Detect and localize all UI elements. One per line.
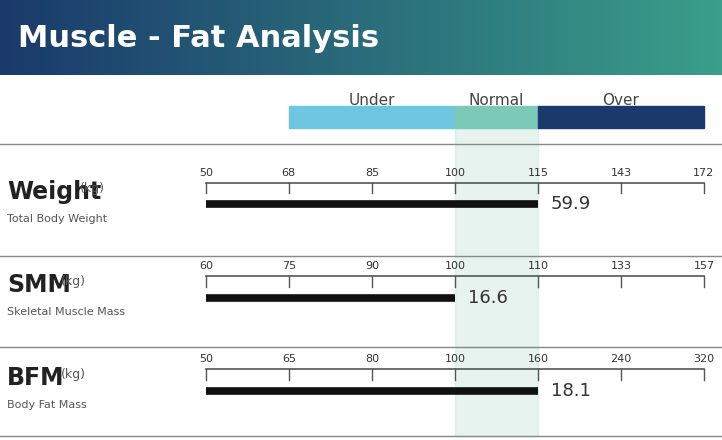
Text: 100: 100 bbox=[444, 168, 466, 178]
Text: Total Body Weight: Total Body Weight bbox=[7, 214, 108, 224]
Text: 18.1: 18.1 bbox=[551, 381, 591, 400]
Text: SMM: SMM bbox=[7, 273, 71, 297]
Text: 16.6: 16.6 bbox=[468, 289, 508, 307]
Text: Weight: Weight bbox=[7, 180, 102, 204]
Bar bbox=[455, 128, 538, 436]
Text: 68: 68 bbox=[282, 168, 296, 178]
Text: 172: 172 bbox=[693, 168, 715, 178]
Text: 160: 160 bbox=[527, 354, 549, 364]
Text: Under: Under bbox=[349, 93, 395, 108]
Text: Normal: Normal bbox=[469, 93, 524, 108]
Text: 133: 133 bbox=[610, 261, 632, 271]
Text: Body Fat Mass: Body Fat Mass bbox=[7, 400, 87, 411]
Bar bbox=[455, 106, 538, 128]
Text: (kg): (kg) bbox=[79, 182, 105, 194]
Bar bbox=[289, 106, 455, 128]
Text: Skeletal Muscle Mass: Skeletal Muscle Mass bbox=[7, 307, 126, 317]
Text: 65: 65 bbox=[282, 354, 296, 364]
Text: 50: 50 bbox=[199, 354, 213, 364]
Text: 157: 157 bbox=[693, 261, 715, 271]
Text: 59.9: 59.9 bbox=[551, 195, 591, 213]
Text: 110: 110 bbox=[527, 261, 549, 271]
Text: Over: Over bbox=[602, 93, 640, 108]
Text: 80: 80 bbox=[365, 354, 379, 364]
Text: 320: 320 bbox=[693, 354, 715, 364]
Text: 100: 100 bbox=[444, 354, 466, 364]
Text: 75: 75 bbox=[282, 261, 296, 271]
Bar bbox=[538, 106, 704, 128]
Text: BFM: BFM bbox=[7, 366, 65, 390]
Text: 100: 100 bbox=[444, 261, 466, 271]
Text: (kg): (kg) bbox=[61, 275, 87, 288]
Text: 85: 85 bbox=[365, 168, 379, 178]
Text: 143: 143 bbox=[610, 168, 632, 178]
Text: (kg): (kg) bbox=[61, 368, 87, 381]
Text: 90: 90 bbox=[365, 261, 379, 271]
Text: 60: 60 bbox=[199, 261, 213, 271]
Text: Muscle - Fat Analysis: Muscle - Fat Analysis bbox=[18, 24, 379, 53]
Text: 115: 115 bbox=[527, 168, 549, 178]
Text: 240: 240 bbox=[610, 354, 632, 364]
Text: 50: 50 bbox=[199, 168, 213, 178]
